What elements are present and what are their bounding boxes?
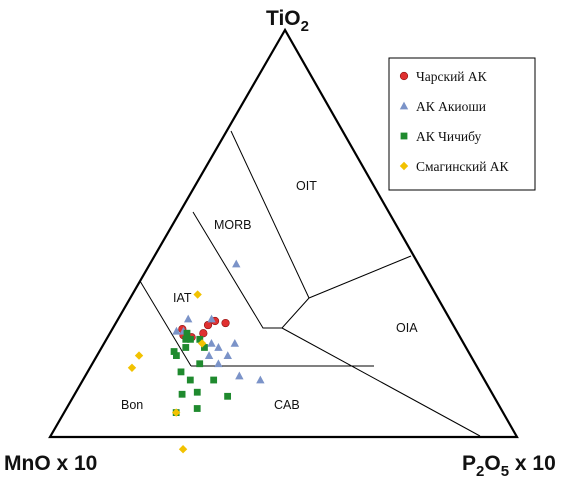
field-label-morb: MORB xyxy=(214,218,252,232)
boundary-iat-bon xyxy=(139,280,192,367)
legend-label: Чарский АК xyxy=(416,69,488,84)
data-point-square xyxy=(210,376,218,384)
data-point-diamond xyxy=(197,339,207,348)
data-point-triangle xyxy=(256,375,265,384)
data-point-triangle xyxy=(230,338,240,347)
data-point-circle xyxy=(221,318,230,328)
data-point-triangle xyxy=(204,351,214,359)
data-point-triangle xyxy=(172,326,181,335)
data-point-square xyxy=(177,368,185,376)
data-point-square xyxy=(193,388,201,396)
data-point-square xyxy=(224,392,232,400)
field-label-cab: CAB xyxy=(274,398,300,412)
legend-marker-triangle xyxy=(399,101,409,110)
boundary-cab-oia xyxy=(281,327,481,437)
data-point-square xyxy=(178,390,186,398)
legend-label: АК Чичибу xyxy=(416,129,481,144)
data-point-circle xyxy=(199,329,208,338)
data-point-diamond xyxy=(134,351,144,360)
ternary-outline xyxy=(48,27,519,439)
data-point-diamond xyxy=(127,363,137,373)
data-point-square xyxy=(193,405,201,412)
legend-label: АК Акиоши xyxy=(416,99,486,114)
data-point-triangle xyxy=(207,338,216,347)
data-point-square xyxy=(196,360,204,368)
legend-box xyxy=(388,57,536,191)
data-point-diamond xyxy=(178,445,188,454)
data-point-triangle xyxy=(214,343,223,351)
boundary-morb-iat xyxy=(192,211,310,329)
field-label-oia: OIA xyxy=(396,321,418,335)
axis-label-top: TiO2 xyxy=(266,7,309,35)
data-point-square xyxy=(182,335,190,343)
data-point-square xyxy=(196,335,204,343)
data-point-triangle xyxy=(223,351,232,359)
data-point-diamond xyxy=(193,290,202,299)
data-point-triangle xyxy=(207,314,216,323)
axis-label-right: P2O5 x 10 xyxy=(462,452,556,480)
data-point-square xyxy=(182,344,190,351)
legend-marker-square xyxy=(400,132,408,140)
data-point-square xyxy=(183,329,191,337)
legend-marker-circle xyxy=(399,71,409,81)
field-label-oit: OIT xyxy=(296,179,317,193)
data-point-square xyxy=(172,352,180,359)
data-points xyxy=(127,259,265,454)
axis-label-left: MnO x 10 xyxy=(4,452,97,475)
data-point-triangle xyxy=(232,259,241,268)
data-point-circle xyxy=(203,320,213,330)
data-point-square xyxy=(201,344,208,351)
data-point-triangle xyxy=(184,314,193,323)
field-label-iat: IAT xyxy=(173,291,192,305)
field-label-bon: Bon xyxy=(121,398,143,412)
data-point-triangle xyxy=(214,359,223,368)
boundary-oit-morb xyxy=(230,130,310,299)
data-point-triangle xyxy=(235,371,244,380)
data-point-square xyxy=(186,376,194,384)
data-point-square xyxy=(170,348,178,355)
legend-label: Смагинский АК xyxy=(416,159,510,174)
boundary-oit-oia xyxy=(308,255,412,299)
legend: Чарский АК АК Акиоши АК Чичибу Смагинский А… xyxy=(388,57,536,191)
legend-marker-diamond xyxy=(399,161,409,171)
data-point-square xyxy=(187,335,194,343)
data-point-diamond xyxy=(171,408,181,417)
